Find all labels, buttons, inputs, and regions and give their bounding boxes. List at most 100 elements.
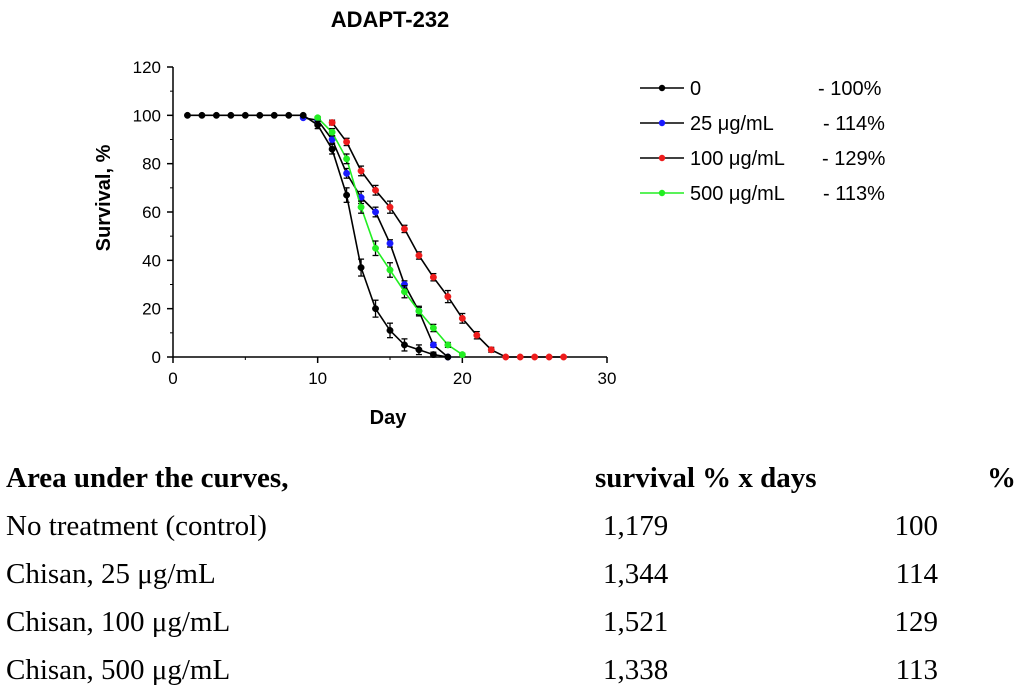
data-point bbox=[415, 252, 423, 259]
x-tick-label: 20 bbox=[453, 369, 472, 388]
data-point bbox=[241, 111, 249, 119]
data-point bbox=[545, 353, 553, 361]
row-percent: 100 bbox=[894, 510, 939, 542]
chart-axes: 0 20 40 60 80 100 120 0 10 20 30 bbox=[133, 58, 617, 388]
row-auc: 1,344 bbox=[603, 558, 669, 590]
data-point bbox=[357, 203, 365, 211]
series-line bbox=[331, 122, 564, 358]
y-tick-label: 40 bbox=[142, 251, 161, 270]
data-point bbox=[458, 314, 466, 322]
y-tick-label: 0 bbox=[152, 348, 161, 367]
data-point bbox=[328, 145, 336, 153]
data-point bbox=[357, 264, 365, 272]
x-tick-label: 10 bbox=[308, 369, 327, 388]
y-axis-label: Survival, % bbox=[93, 144, 115, 251]
y-tick-label: 100 bbox=[133, 106, 161, 125]
data-point bbox=[372, 208, 379, 216]
header-survival-days: survival % x days bbox=[595, 462, 817, 494]
legend-marker bbox=[658, 119, 666, 127]
series-3 bbox=[314, 114, 466, 359]
series-0 bbox=[184, 111, 452, 361]
data-point bbox=[386, 239, 394, 247]
data-point bbox=[270, 111, 278, 119]
data-point bbox=[357, 167, 365, 175]
data-point bbox=[343, 138, 351, 146]
data-point bbox=[401, 225, 408, 233]
data-point bbox=[429, 324, 437, 332]
legend-label: 25 μg/mL bbox=[690, 113, 774, 135]
x-tick-label: 0 bbox=[168, 369, 177, 388]
data-point bbox=[531, 353, 539, 361]
row-label: Chisan, 100 μg/mL bbox=[6, 606, 231, 638]
data-point bbox=[386, 266, 394, 274]
legend-item-1: 25 μg/mL - 114% bbox=[640, 113, 885, 135]
data-point bbox=[487, 346, 495, 354]
table-row: Chisan, 25 μg/mL 1,344 114 bbox=[0, 554, 1024, 602]
row-auc: 1,521 bbox=[603, 606, 669, 638]
data-point bbox=[386, 203, 394, 211]
data-point bbox=[372, 186, 379, 194]
chart-legend: 0 - 100% 25 μg/mL - 114% 100 μg/mL - 129% 500 … bbox=[640, 78, 886, 205]
legend-label: 100 μg/mL bbox=[690, 148, 785, 170]
x-tick-label: 30 bbox=[598, 369, 617, 388]
series-2 bbox=[328, 119, 568, 361]
data-point bbox=[328, 119, 336, 127]
legend-marker bbox=[658, 154, 666, 162]
data-point bbox=[429, 351, 437, 359]
y-tick-label: 120 bbox=[133, 58, 161, 77]
data-point bbox=[458, 351, 466, 359]
legend-label: 500 μg/mL bbox=[690, 183, 785, 205]
row-percent: 113 bbox=[895, 654, 938, 686]
data-point bbox=[560, 353, 568, 361]
row-percent: 114 bbox=[895, 558, 938, 590]
legend-marker bbox=[658, 84, 666, 92]
row-percent: 129 bbox=[894, 606, 939, 638]
data-point bbox=[473, 331, 481, 339]
row-auc: 1,179 bbox=[603, 510, 669, 542]
legend-marker bbox=[658, 189, 666, 197]
data-point bbox=[444, 353, 452, 361]
data-point bbox=[415, 346, 423, 354]
chart-marks bbox=[184, 111, 568, 361]
row-label: Chisan, 500 μg/mL bbox=[6, 654, 231, 686]
table-row: Chisan, 500 μg/mL 1,338 113 bbox=[0, 650, 1024, 698]
data-point bbox=[343, 155, 351, 163]
data-point bbox=[299, 111, 307, 119]
table-row: No treatment (control) 1,179 100 bbox=[0, 506, 1024, 554]
data-point bbox=[444, 293, 452, 301]
data-point bbox=[386, 326, 394, 334]
data-point bbox=[343, 191, 351, 199]
data-point bbox=[184, 111, 191, 119]
data-point bbox=[516, 353, 524, 361]
data-point bbox=[343, 169, 351, 177]
data-point bbox=[429, 273, 437, 281]
legend-percent: - 113% bbox=[823, 183, 885, 205]
table-row: Chisan, 100 μg/mL 1,521 129 bbox=[0, 602, 1024, 650]
series-line bbox=[317, 117, 463, 356]
row-label: No treatment (control) bbox=[6, 510, 267, 542]
legend-percent: - 100% bbox=[818, 78, 882, 100]
y-tick-label: 60 bbox=[142, 203, 161, 222]
legend-item-0: 0 - 100% bbox=[640, 78, 882, 100]
data-point bbox=[401, 341, 408, 349]
row-auc: 1,338 bbox=[603, 654, 669, 686]
header-percent: % bbox=[987, 462, 1016, 494]
header-area: Area under the curves, bbox=[6, 462, 289, 494]
data-point bbox=[227, 111, 235, 119]
data-point bbox=[328, 128, 336, 136]
legend-percent: - 129% bbox=[822, 148, 886, 170]
legend-item-2: 100 μg/mL - 129% bbox=[640, 148, 886, 170]
data-point bbox=[401, 288, 408, 296]
data-point bbox=[314, 114, 322, 122]
data-point bbox=[372, 244, 379, 252]
data-point bbox=[198, 111, 206, 119]
data-point bbox=[285, 111, 293, 119]
data-point bbox=[314, 121, 322, 129]
legend-item-3: 500 μg/mL - 113% bbox=[640, 183, 885, 205]
data-point bbox=[444, 341, 452, 349]
data-point bbox=[212, 111, 220, 119]
data-point bbox=[502, 353, 510, 361]
legend-label: 0 bbox=[690, 78, 701, 100]
x-axis-label: Day bbox=[370, 407, 408, 429]
series-line bbox=[303, 117, 449, 358]
